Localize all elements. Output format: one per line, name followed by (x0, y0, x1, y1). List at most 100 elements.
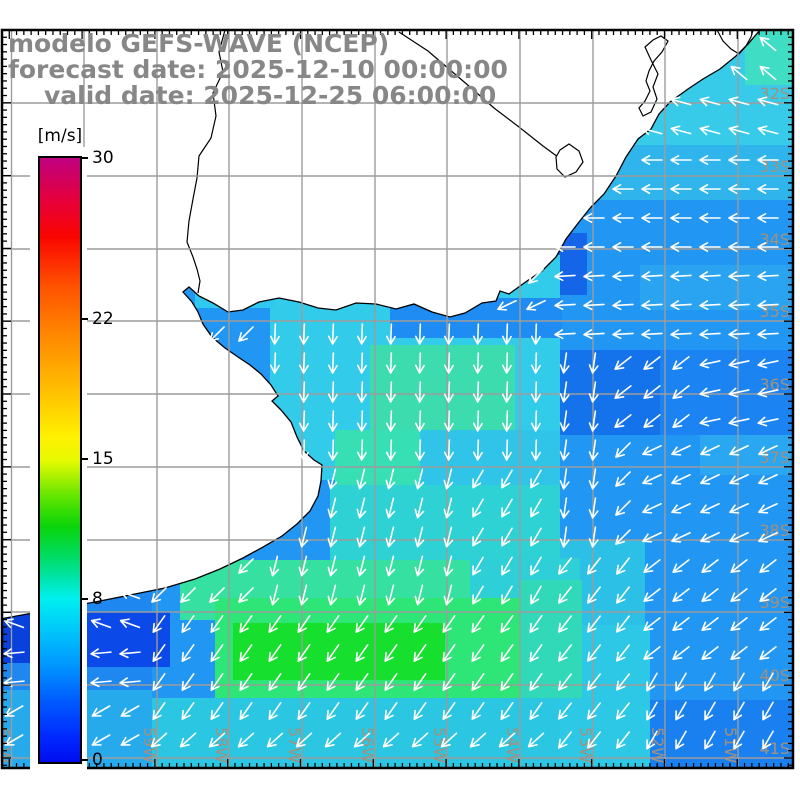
ocean-cell (700, 435, 793, 475)
wind-arrow (268, 702, 282, 720)
wind-arrow (554, 242, 576, 252)
wind-arrow (728, 213, 750, 223)
wind-arrow (558, 673, 572, 691)
wind-arrow (497, 299, 517, 311)
wind-arrow (356, 439, 367, 461)
colorbar-tick-label: 0 (92, 750, 103, 770)
wind-arrow (728, 300, 750, 311)
wind-arrow (701, 588, 719, 602)
wind-arrow (442, 673, 456, 691)
land-coastline (2, 30, 761, 620)
wind-arrow (413, 644, 427, 662)
wind-arrow (700, 444, 720, 456)
wind-arrow (558, 615, 572, 633)
wind-arrow (757, 155, 779, 165)
wind-arrow (757, 184, 779, 194)
wind-arrow (672, 414, 690, 428)
wind-arrow (675, 730, 687, 750)
wind-arrow (269, 323, 280, 345)
colorbar-tick (80, 759, 88, 761)
wind-arrow (733, 701, 745, 721)
wind-arrow (757, 358, 779, 369)
latitude-label: 33S (759, 157, 790, 176)
wind-arrow (643, 385, 661, 399)
wind-arrow (152, 702, 166, 720)
wind-arrow (414, 584, 425, 606)
wind-arrow (587, 731, 601, 749)
wind-arrow (671, 444, 691, 456)
wind-arrow (208, 732, 226, 748)
river-line (398, 31, 573, 171)
wind-arrow (642, 444, 662, 456)
longitude-label: 55W (430, 727, 449, 763)
wind-arrow (558, 586, 572, 604)
wind-arrow (672, 559, 690, 573)
wind-arrow (554, 300, 576, 311)
wind-arrow (443, 468, 454, 490)
ocean-cell (650, 700, 793, 768)
wind-arrow (501, 381, 512, 403)
wind-arrow (411, 732, 429, 748)
wind-arrow (414, 439, 425, 461)
wind-arrow (700, 531, 720, 543)
wind-arrow (762, 672, 774, 692)
wind-arrow (327, 526, 338, 548)
wind-arrow (385, 584, 396, 606)
wind-arrow (616, 644, 630, 662)
wind-arrow (701, 646, 719, 660)
wind-arrow (119, 618, 141, 629)
wind-arrow (530, 352, 541, 374)
wind-arrow (699, 125, 721, 136)
wind-arrow (588, 439, 599, 461)
wind-arrow (588, 497, 599, 519)
wind-arrow (559, 497, 570, 519)
longitude-label: 56W (358, 727, 377, 763)
wind-arrow (327, 468, 338, 490)
longitude-label: 52W (648, 727, 667, 763)
wind-arrow (327, 439, 338, 461)
wind-arrow (762, 730, 774, 750)
wind-arrow (757, 213, 779, 223)
longitude-label: 57W (285, 727, 304, 763)
wind-arrow (501, 439, 512, 461)
wind-arrow (269, 352, 280, 374)
wind-arrow (728, 96, 750, 107)
wind-arrow (209, 326, 225, 342)
wind-arrow (646, 701, 658, 721)
colorbar-gradient (40, 158, 80, 762)
wind-arrow (642, 502, 662, 514)
wind-arrow (699, 300, 721, 311)
latitude-label: 40S (759, 666, 790, 685)
wind-arrow (119, 677, 141, 688)
wind-arrow (730, 617, 748, 631)
wind-arrow (699, 96, 721, 107)
wind-arrow (238, 326, 254, 342)
wind-arrow (472, 527, 484, 547)
wind-arrow (699, 242, 721, 252)
wind-arrow (384, 702, 398, 720)
wind-arrow (414, 555, 425, 577)
wind-arrow (729, 444, 749, 456)
wind-arrow (500, 644, 514, 662)
wind-arrow (641, 155, 663, 165)
wind-arrow (355, 615, 369, 633)
wind-arrow (704, 672, 716, 692)
wind-arrow (530, 585, 542, 605)
wind-arrow (558, 644, 572, 662)
latitude-label: 34S (759, 230, 790, 249)
wind-arrow (559, 381, 570, 403)
longitude-label: 53W (576, 727, 595, 763)
wind-arrow (759, 646, 777, 660)
longitude-label: 59W (140, 727, 159, 763)
wind-arrow (355, 644, 369, 662)
longitude-label: 58W (212, 727, 231, 763)
wind-arrow (587, 557, 601, 575)
wind-arrow (327, 497, 338, 519)
wind-arrow (757, 387, 779, 398)
wind-arrow (327, 555, 338, 577)
wind-arrow (179, 732, 197, 748)
wind-arrow (616, 586, 630, 604)
wind-arrow (356, 468, 367, 490)
wind-arrow (269, 555, 280, 577)
